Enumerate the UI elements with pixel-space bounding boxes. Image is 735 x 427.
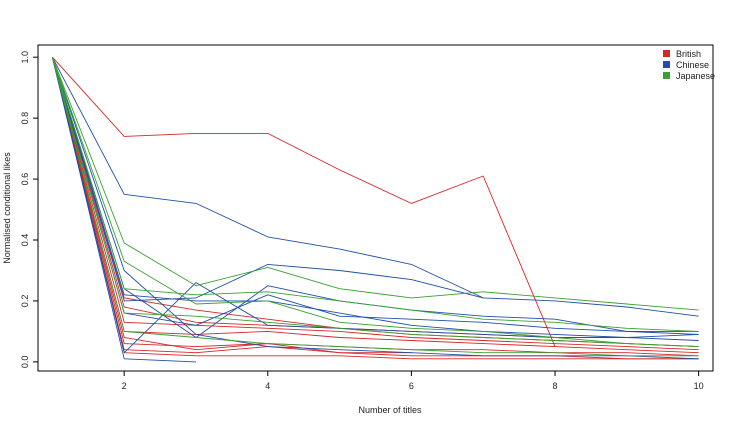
series-line-chinese-16 — [51, 57, 699, 332]
y-tick-label: 0.4 — [20, 234, 30, 247]
series-line-british-8 — [51, 57, 412, 354]
legend-label-japanese: Japanese — [676, 71, 715, 81]
series-line-japanese-19 — [51, 57, 699, 332]
x-tick-label: 6 — [409, 381, 414, 391]
y-axis: 0.0 0.2 0.4 0.6 0.8 1.0 — [20, 51, 38, 368]
x-tick-label: 2 — [122, 381, 127, 391]
x-axis-title: Number of titles — [358, 405, 422, 415]
y-axis-title: Normalised conditional likes — [2, 152, 12, 264]
legend-swatch-japanese — [663, 72, 670, 79]
series-line-japanese-22 — [51, 57, 699, 357]
series-line-british-9 — [51, 57, 699, 360]
legend-swatch-chinese — [663, 61, 670, 68]
series-line-chinese-17 — [51, 57, 699, 360]
series-line-japanese-18 — [51, 57, 699, 311]
plot-frame — [37, 44, 714, 372]
x-tick-label: 10 — [694, 381, 704, 391]
y-tick-label: 0.6 — [20, 173, 30, 186]
x-axis: 2 4 6 8 10 — [122, 371, 704, 391]
legend-label-british: British — [676, 49, 701, 59]
series-lines — [51, 56, 699, 363]
y-tick-label: 0.8 — [20, 112, 30, 125]
series-line-british-2 — [51, 57, 699, 354]
series-line-japanese-20 — [51, 57, 699, 348]
y-tick-label: 0.0 — [20, 356, 30, 369]
x-tick-label: 4 — [265, 381, 270, 391]
y-tick-label: 1.0 — [20, 51, 30, 64]
series-line-british-6 — [51, 57, 699, 360]
legend-swatch-british — [663, 50, 670, 57]
series-line-chinese-12 — [51, 57, 699, 354]
series-line-chinese-10 — [52, 56, 699, 317]
y-tick-label: 0.2 — [20, 295, 30, 308]
series-line-british-4 — [51, 57, 699, 351]
series-line-chinese-14 — [51, 57, 197, 363]
legend-label-chinese: Chinese — [676, 60, 709, 70]
series-line-british-7 — [51, 57, 699, 348]
series-line-chinese-11 — [51, 57, 484, 302]
x-tick-label: 8 — [553, 381, 558, 391]
series-line-chinese-15 — [51, 57, 699, 341]
series-line-british-1 — [52, 56, 556, 347]
series-line-british-3 — [51, 57, 699, 357]
series-line-japanese-21 — [51, 57, 699, 348]
